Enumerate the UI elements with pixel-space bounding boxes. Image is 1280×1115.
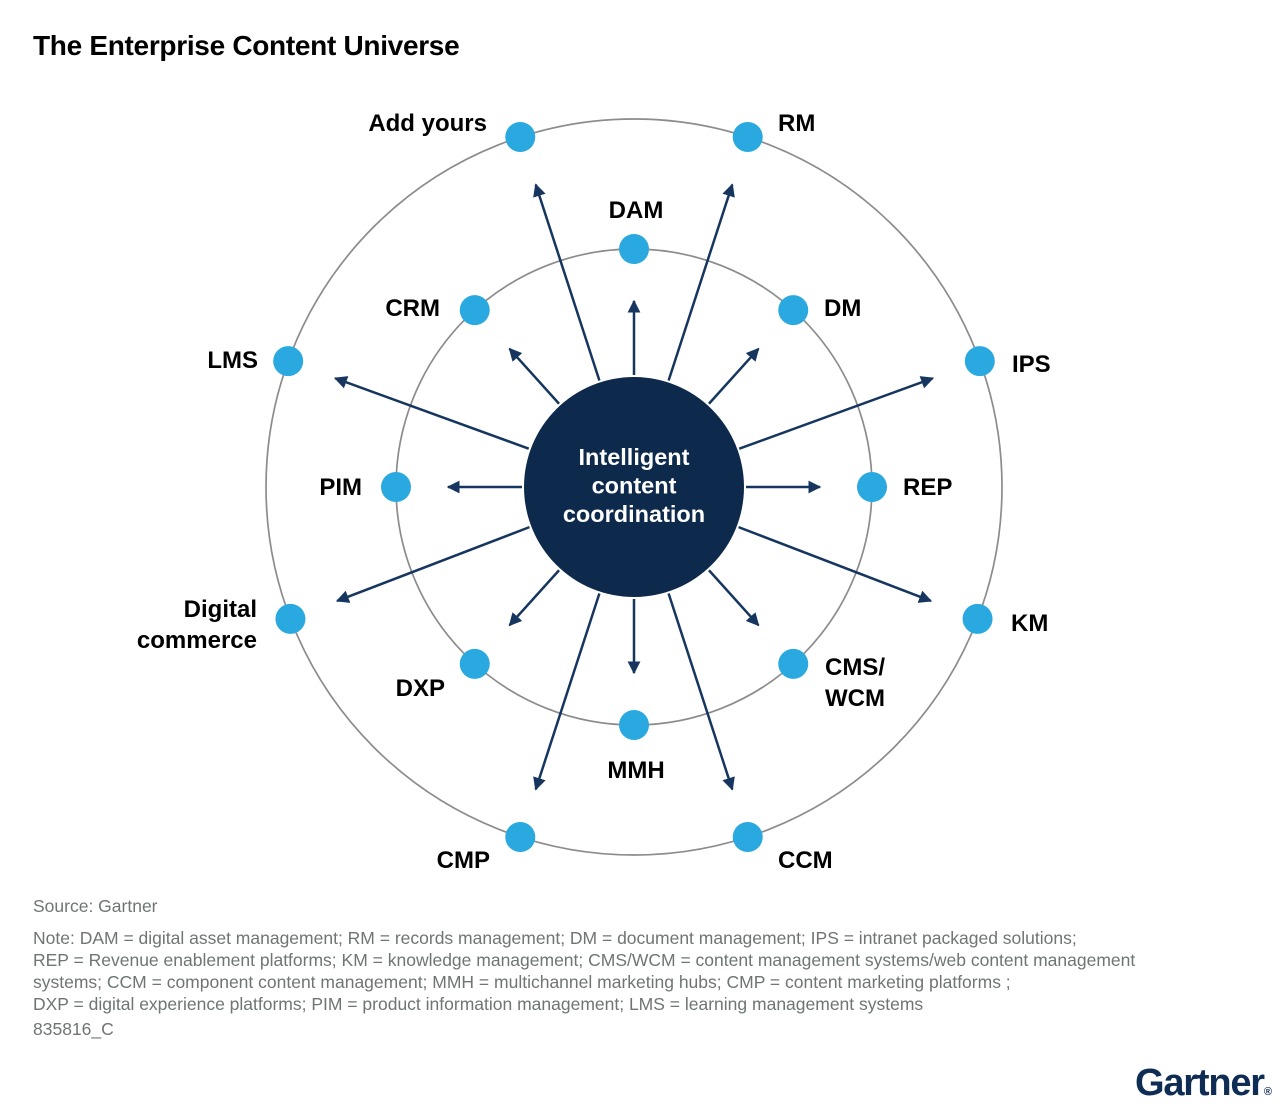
node-label-digital-commerce: Digital commerce xyxy=(137,596,257,654)
arrow-add-yours xyxy=(533,183,601,381)
arrow-km xyxy=(738,525,933,603)
node-dot-ccm xyxy=(732,821,763,852)
orbit-ring-outer xyxy=(265,118,1003,856)
node-dot-mmh xyxy=(619,710,649,740)
node-dot-cms-wcm xyxy=(778,648,809,679)
node-label-dm: DM xyxy=(824,295,861,322)
arrow-crm xyxy=(508,347,560,405)
center-circle xyxy=(524,377,744,597)
node-dot-crm xyxy=(459,295,490,326)
arrow-cms-wcm xyxy=(708,569,760,627)
arrow-lms xyxy=(333,376,530,450)
gartner-logo-text: Gartner xyxy=(1135,1062,1265,1104)
node-dot-km xyxy=(962,603,993,634)
doc-id: 835816_C xyxy=(33,1019,114,1039)
arrow-digital-commerce xyxy=(335,525,530,603)
node-label-lms: LMS xyxy=(207,347,258,374)
arrow-ccm xyxy=(667,593,735,791)
node-label-crm: CRM xyxy=(385,295,440,322)
arrow-dxp xyxy=(508,569,560,627)
node-dot-add-yours xyxy=(505,122,536,153)
note-line-3: systems; CCM = component content managem… xyxy=(33,972,1011,992)
node-label-cmp: CMP xyxy=(437,847,490,874)
node-dot-digital-commerce xyxy=(275,603,306,634)
node-label-dam: DAM xyxy=(609,197,664,224)
note-line-4: DXP = digital experience platforms; PIM … xyxy=(33,994,924,1014)
arrow-rm xyxy=(667,183,735,381)
node-label-pim: PIM xyxy=(319,474,362,501)
note-text: Note: DAM = digital asset management; RM… xyxy=(33,927,1135,1015)
node-label-add-yours: Add yours xyxy=(368,110,487,137)
node-label-ccm: CCM xyxy=(778,847,833,874)
node-label-mmh: MMH xyxy=(607,757,664,784)
arrow-dm xyxy=(708,347,760,405)
node-dot-rep xyxy=(857,472,887,502)
node-dot-dam xyxy=(619,234,649,264)
node-dot-dm xyxy=(778,295,809,326)
node-dot-ips xyxy=(964,346,995,377)
node-label-rep: REP xyxy=(903,474,952,501)
note-line-1: Note: DAM = digital asset management; RM… xyxy=(33,928,1077,948)
registered-mark-icon: ® xyxy=(1263,1086,1272,1098)
gartner-logo: Gartner® xyxy=(1135,1062,1272,1105)
arrow-ips xyxy=(738,376,935,450)
note-line-2: REP = Revenue enablement platforms; KM =… xyxy=(33,950,1136,970)
node-label-cms-wcm: CMS/WCM xyxy=(825,654,885,712)
page-title: The Enterprise Content Universe xyxy=(33,30,460,61)
node-label-rm: RM xyxy=(778,110,815,137)
source-text: Source: Gartner xyxy=(33,896,158,916)
node-dot-lms xyxy=(273,346,304,377)
node-dot-rm xyxy=(732,122,763,153)
node-label-ips: IPS xyxy=(1012,351,1051,378)
node-dot-dxp xyxy=(459,648,490,679)
node-dot-pim xyxy=(381,472,411,502)
center-circle-label: Intelligent content coordination xyxy=(563,444,705,527)
arrow-cmp xyxy=(533,593,601,791)
node-label-dxp: DXP xyxy=(396,675,445,702)
node-label-km: KM xyxy=(1011,610,1048,637)
node-dot-cmp xyxy=(505,821,536,852)
